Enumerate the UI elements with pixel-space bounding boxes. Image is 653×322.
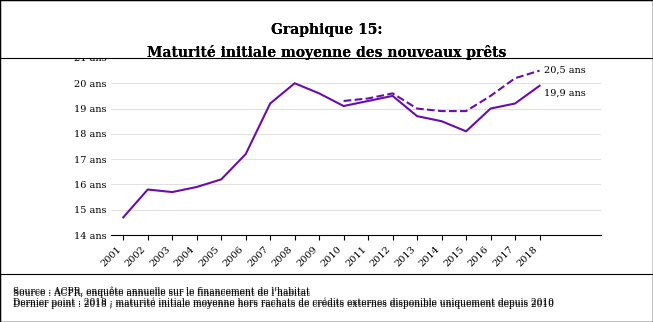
Text: 19,9 ans: 19,9 ans [545,89,586,98]
Text: Maturité initiale moyenne des nouveaux prêts: Maturité initiale moyenne des nouveaux p… [147,45,506,60]
Text: Source : ACPR, enquête annuelle sur le financement de l’habitat
Dernier point : : Source : ACPR, enquête annuelle sur le f… [13,287,554,307]
Text: Graphique 15:: Graphique 15: [271,23,382,36]
Text: Maturité initiale moyenne des nouveaux prêts: Maturité initiale moyenne des nouveaux p… [147,45,506,60]
Text: Source : ACPR, enquête annuelle sur le financement de l’habitat
Dernier point : : Source : ACPR, enquête annuelle sur le f… [13,289,554,309]
Text: Graphique 15:: Graphique 15: [271,23,382,36]
Text: 20,5 ans: 20,5 ans [545,66,586,75]
